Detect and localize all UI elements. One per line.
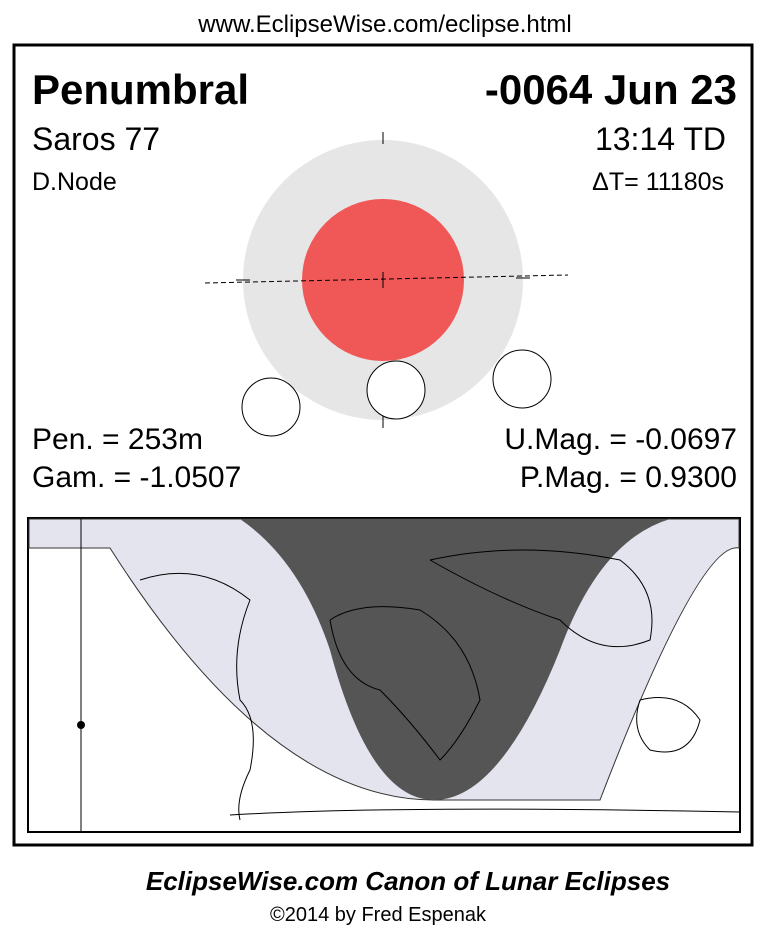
delta-t: ΔT= 11180s <box>592 168 724 196</box>
eclipse-type: Penumbral <box>32 66 249 113</box>
coastlines <box>139 549 701 821</box>
world-map <box>27 517 741 833</box>
moon <box>241 377 301 437</box>
footer-credit: ©2014 by Fred Espenak <box>270 904 487 926</box>
penumbral-magnitude: P.Mag. = 0.9300 <box>520 461 737 494</box>
antarctica <box>229 808 741 816</box>
url: www.EclipseWise.com/eclipse.html <box>197 11 571 38</box>
eclipse-diagram <box>204 132 569 437</box>
gamma: Gam. = -1.0507 <box>32 461 241 494</box>
eclipse-date: -0064 Jun 23 <box>485 66 737 113</box>
moon <box>366 360 426 420</box>
time: 13:14 TD <box>595 121 726 157</box>
pen-duration: Pen. = 253m <box>32 423 203 456</box>
moon-position <box>77 721 85 729</box>
moon <box>492 349 552 409</box>
saros: Saros 77 <box>32 121 160 157</box>
ecliptic <box>204 274 569 284</box>
umbral-magnitude: U.Mag. = -0.0697 <box>504 423 737 456</box>
node: D.Node <box>32 168 117 196</box>
footer-title: EclipseWise.com Canon of Lunar Eclipses <box>146 866 670 896</box>
night-zone <box>240 519 670 800</box>
